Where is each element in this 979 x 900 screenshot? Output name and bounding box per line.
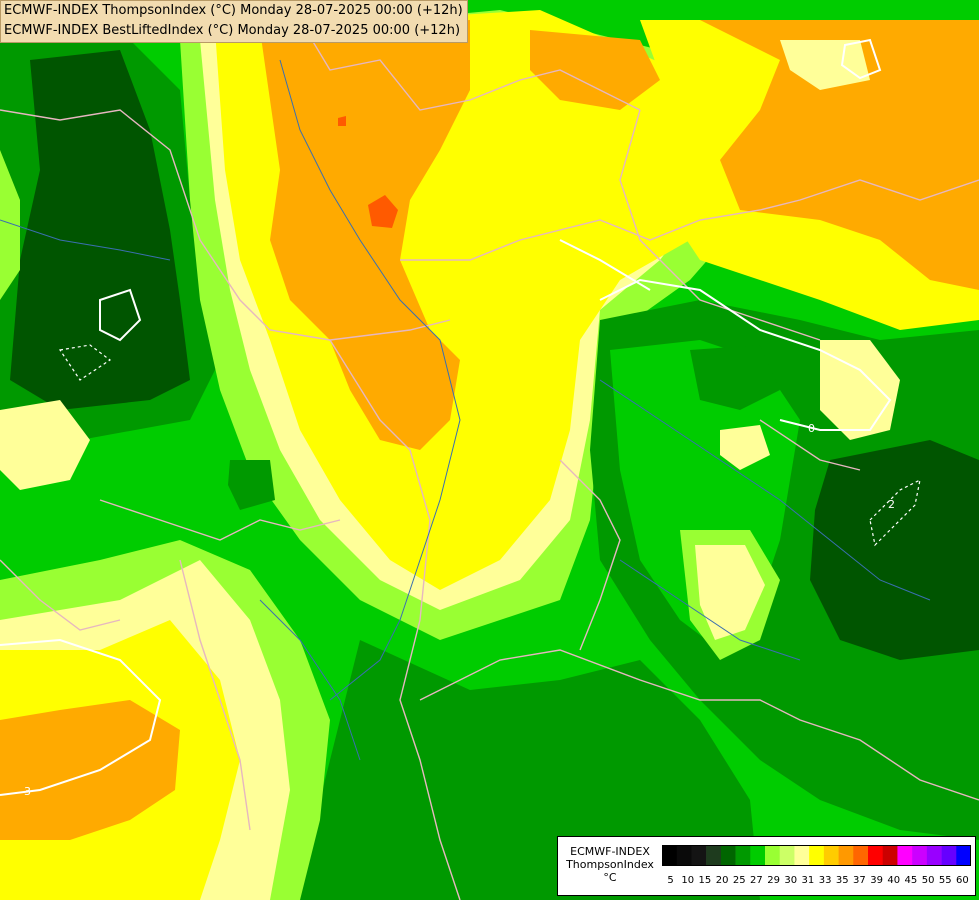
region-green-east-spot	[690, 345, 780, 410]
lifted-index-contours	[0, 38, 892, 796]
legend-tick-label: 45	[904, 875, 918, 886]
legend-bar-frame	[662, 845, 971, 866]
region-orange-central	[260, 20, 470, 450]
region-paleyellow-east-small	[720, 425, 770, 470]
legend-swatch	[691, 845, 707, 866]
legend-tick-label: 10	[681, 875, 695, 886]
region-redorange-small	[338, 116, 346, 126]
legend-swatch	[676, 845, 692, 866]
map-title-box: ECMWF-INDEX ThompsonIndex (°C) Monday 28…	[0, 0, 468, 43]
legend-tick-label: 37	[853, 875, 866, 886]
legend-swatch	[853, 845, 869, 866]
legend-swatch	[897, 845, 913, 866]
title-thompson-index: ECMWF-INDEX ThompsonIndex (°C) Monday 28…	[4, 3, 463, 18]
legend-swatch	[838, 845, 854, 866]
contour-label-3: 3	[24, 785, 31, 798]
legend-swatch	[882, 845, 898, 866]
legend-tick-label: 55	[938, 875, 952, 886]
legend-tick-label: 5	[667, 875, 674, 886]
legend-tick-label: 50	[921, 875, 935, 886]
legend-swatch	[809, 845, 825, 866]
legend-swatch	[720, 845, 736, 866]
region-darkgreen-west	[10, 50, 190, 410]
contour-label-2: 2	[888, 498, 895, 511]
legend-swatch	[926, 845, 942, 866]
legend-title-unit: °C	[603, 871, 617, 884]
title-best-lifted-index: ECMWF-INDEX BestLiftedIndex (°C) Monday …	[4, 23, 461, 38]
lifted-index-contours-dashed	[58, 344, 921, 547]
legend-title-parameter: ThompsonIndex	[566, 858, 654, 871]
legend-swatch	[706, 845, 722, 866]
region-darkgreen-east	[810, 440, 979, 660]
legend-title: ECMWF-INDEX ThompsonIndex °C	[560, 845, 660, 884]
legend-tick-label: 40	[887, 875, 901, 886]
legend-swatch	[912, 845, 928, 866]
legend-swatch	[868, 845, 884, 866]
legend-swatch	[735, 845, 751, 866]
legend-tick-label: 29	[767, 875, 780, 886]
legend-tick-label: 39	[870, 875, 883, 886]
legend-swatch	[823, 845, 839, 866]
legend-swatch	[779, 845, 795, 866]
legend-color-bar	[662, 845, 971, 866]
region-orange-north	[530, 30, 660, 110]
legend-tick-label: 15	[698, 875, 712, 886]
rivers	[0, 59, 931, 761]
region-paleyellow-east-blob2	[695, 545, 765, 640]
region-pale-northeast	[780, 40, 870, 90]
region-green-west-spot	[228, 460, 275, 510]
legend-swatch	[956, 845, 971, 866]
legend-title-model: ECMWF-INDEX	[570, 845, 650, 858]
region-green-south	[300, 640, 760, 900]
legend-swatch	[941, 845, 957, 866]
legend-tick-label: 25	[732, 875, 746, 886]
legend-ticks: 5 10 15 20 25 27 29 30 31 33 35 37 39 40 45 50 55 60	[662, 875, 971, 889]
legend-tick-label: 20	[715, 875, 729, 886]
legend-swatch	[662, 845, 678, 866]
legend-tick-label: 30	[784, 875, 798, 886]
contour-label-0: 0	[808, 422, 815, 435]
legend-swatch	[794, 845, 810, 866]
color-legend: ECMWF-INDEX ThompsonIndex °C 5 10 15 20 25 27…	[557, 836, 976, 896]
region-orange-southwest	[0, 700, 180, 840]
legend-tick-label: 33	[818, 875, 832, 886]
region-redorange-spot	[368, 195, 398, 228]
legend-tick-label: 35	[835, 875, 849, 886]
region-palegreen-west	[0, 150, 20, 300]
legend-swatch	[750, 845, 766, 866]
region-paleyellow-west	[0, 400, 90, 490]
legend-tick-label: 60	[956, 875, 969, 886]
country-borders	[0, 19, 979, 900]
legend-swatch	[765, 845, 781, 866]
region-orange-northeast	[700, 20, 979, 290]
legend-tick-label: 31	[801, 875, 815, 886]
legend-tick-label: 27	[750, 875, 763, 886]
